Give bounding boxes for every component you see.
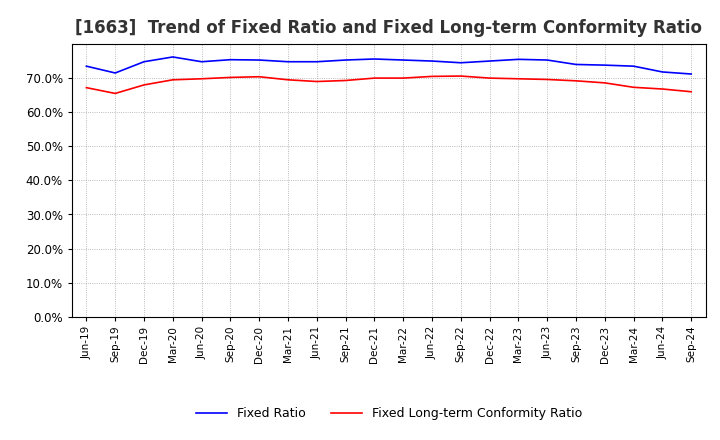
Fixed Ratio <box>168 54 177 59</box>
Fixed Ratio <box>255 57 264 62</box>
Fixed Long-term Conformity Ratio <box>111 91 120 96</box>
Fixed Ratio <box>399 57 408 62</box>
Fixed Ratio <box>514 57 523 62</box>
Fixed Long-term Conformity Ratio <box>629 84 638 90</box>
Fixed Long-term Conformity Ratio <box>514 76 523 81</box>
Fixed Ratio <box>111 70 120 76</box>
Fixed Long-term Conformity Ratio <box>140 82 148 88</box>
Fixed Ratio <box>687 71 696 77</box>
Fixed Long-term Conformity Ratio <box>687 89 696 94</box>
Fixed Ratio <box>284 59 292 64</box>
Fixed Long-term Conformity Ratio <box>658 86 667 92</box>
Fixed Ratio <box>658 70 667 75</box>
Fixed Long-term Conformity Ratio <box>370 76 379 81</box>
Title: [1663]  Trend of Fixed Ratio and Fixed Long-term Conformity Ratio: [1663] Trend of Fixed Ratio and Fixed Lo… <box>76 19 702 37</box>
Fixed Ratio <box>428 59 436 64</box>
Fixed Long-term Conformity Ratio <box>600 80 609 85</box>
Fixed Long-term Conformity Ratio <box>428 74 436 79</box>
Fixed Long-term Conformity Ratio <box>82 85 91 90</box>
Fixed Long-term Conformity Ratio <box>485 76 494 81</box>
Fixed Ratio <box>485 59 494 64</box>
Fixed Long-term Conformity Ratio <box>312 79 321 84</box>
Line: Fixed Ratio: Fixed Ratio <box>86 57 691 74</box>
Fixed Long-term Conformity Ratio <box>456 73 465 79</box>
Line: Fixed Long-term Conformity Ratio: Fixed Long-term Conformity Ratio <box>86 76 691 93</box>
Fixed Ratio <box>312 59 321 64</box>
Fixed Long-term Conformity Ratio <box>341 78 350 83</box>
Fixed Ratio <box>226 57 235 62</box>
Legend: Fixed Ratio, Fixed Long-term Conformity Ratio: Fixed Ratio, Fixed Long-term Conformity … <box>191 402 587 425</box>
Fixed Ratio <box>456 60 465 66</box>
Fixed Ratio <box>140 59 148 64</box>
Fixed Ratio <box>543 57 552 62</box>
Fixed Ratio <box>341 57 350 62</box>
Fixed Ratio <box>370 56 379 62</box>
Fixed Long-term Conformity Ratio <box>399 76 408 81</box>
Fixed Long-term Conformity Ratio <box>226 75 235 80</box>
Fixed Long-term Conformity Ratio <box>284 77 292 82</box>
Fixed Long-term Conformity Ratio <box>168 77 177 82</box>
Fixed Ratio <box>572 62 580 67</box>
Fixed Long-term Conformity Ratio <box>572 78 580 84</box>
Fixed Ratio <box>82 63 91 69</box>
Fixed Long-term Conformity Ratio <box>543 77 552 82</box>
Fixed Ratio <box>629 63 638 69</box>
Fixed Long-term Conformity Ratio <box>197 76 206 81</box>
Fixed Ratio <box>600 62 609 68</box>
Fixed Ratio <box>197 59 206 64</box>
Fixed Long-term Conformity Ratio <box>255 74 264 79</box>
